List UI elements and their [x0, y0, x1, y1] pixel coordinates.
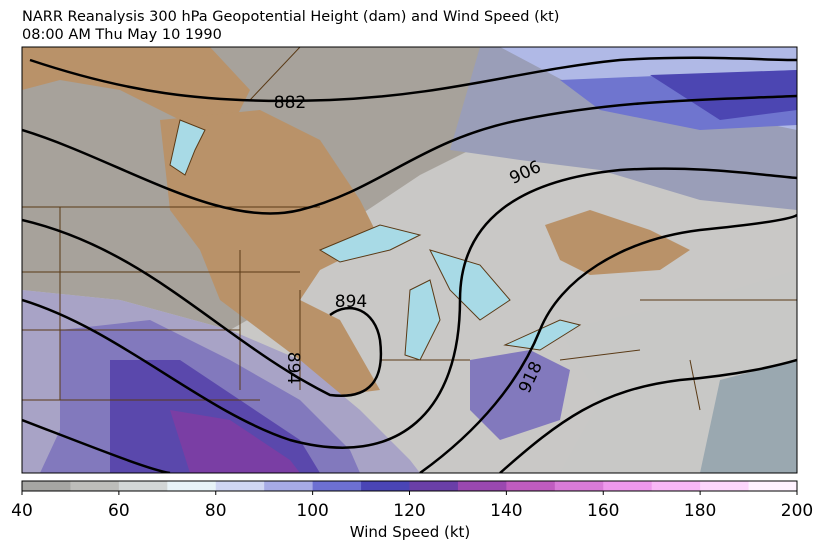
colorbar-tick-label: 120 — [393, 501, 425, 521]
map: 882 906 894 894 918 — [21, 46, 798, 474]
contour-label: 894 — [283, 352, 303, 384]
colorbar-bin — [457, 481, 507, 491]
title: NARR Reanalysis 300 hPa Geopotential Hei… — [22, 9, 559, 25]
colorbar-bin — [554, 481, 604, 491]
colorbar-bin — [22, 481, 71, 491]
colorbar-tick-label: 60 — [108, 501, 130, 521]
colorbar-bin — [748, 481, 798, 491]
colorbar-label: Wind Speed (kt) — [350, 523, 471, 541]
colorbar-bin — [651, 481, 701, 491]
colorbar-bin — [361, 481, 410, 491]
colorbar-bin — [312, 481, 362, 491]
colorbar-bin — [264, 481, 314, 491]
subtitle: 08:00 AM Thu May 10 1990 — [22, 27, 222, 43]
colorbar-bin — [409, 481, 459, 491]
colorbar-tick-label: 40 — [11, 501, 33, 521]
colorbar-tick-label: 100 — [296, 501, 328, 521]
colorbar-bin — [603, 481, 653, 491]
contour-label: 882 — [274, 93, 306, 113]
colorbar-tick-label: 80 — [205, 501, 227, 521]
colorbar-bin — [700, 481, 750, 491]
colorbar-bin — [167, 481, 217, 491]
colorbar-tick-label: 160 — [587, 501, 619, 521]
colorbar-bin — [70, 481, 120, 491]
colorbar-tick-label: 200 — [781, 501, 813, 521]
colorbar: 40 60 80 100 120 140 160 180 200 — [11, 480, 813, 521]
colorbar-bin — [506, 481, 556, 491]
colorbar-bin — [215, 481, 265, 491]
colorbar-bin — [118, 481, 168, 491]
colorbar-tick-label: 180 — [684, 501, 716, 521]
colorbar-tick-label: 140 — [490, 501, 522, 521]
contour-label: 894 — [335, 292, 367, 312]
